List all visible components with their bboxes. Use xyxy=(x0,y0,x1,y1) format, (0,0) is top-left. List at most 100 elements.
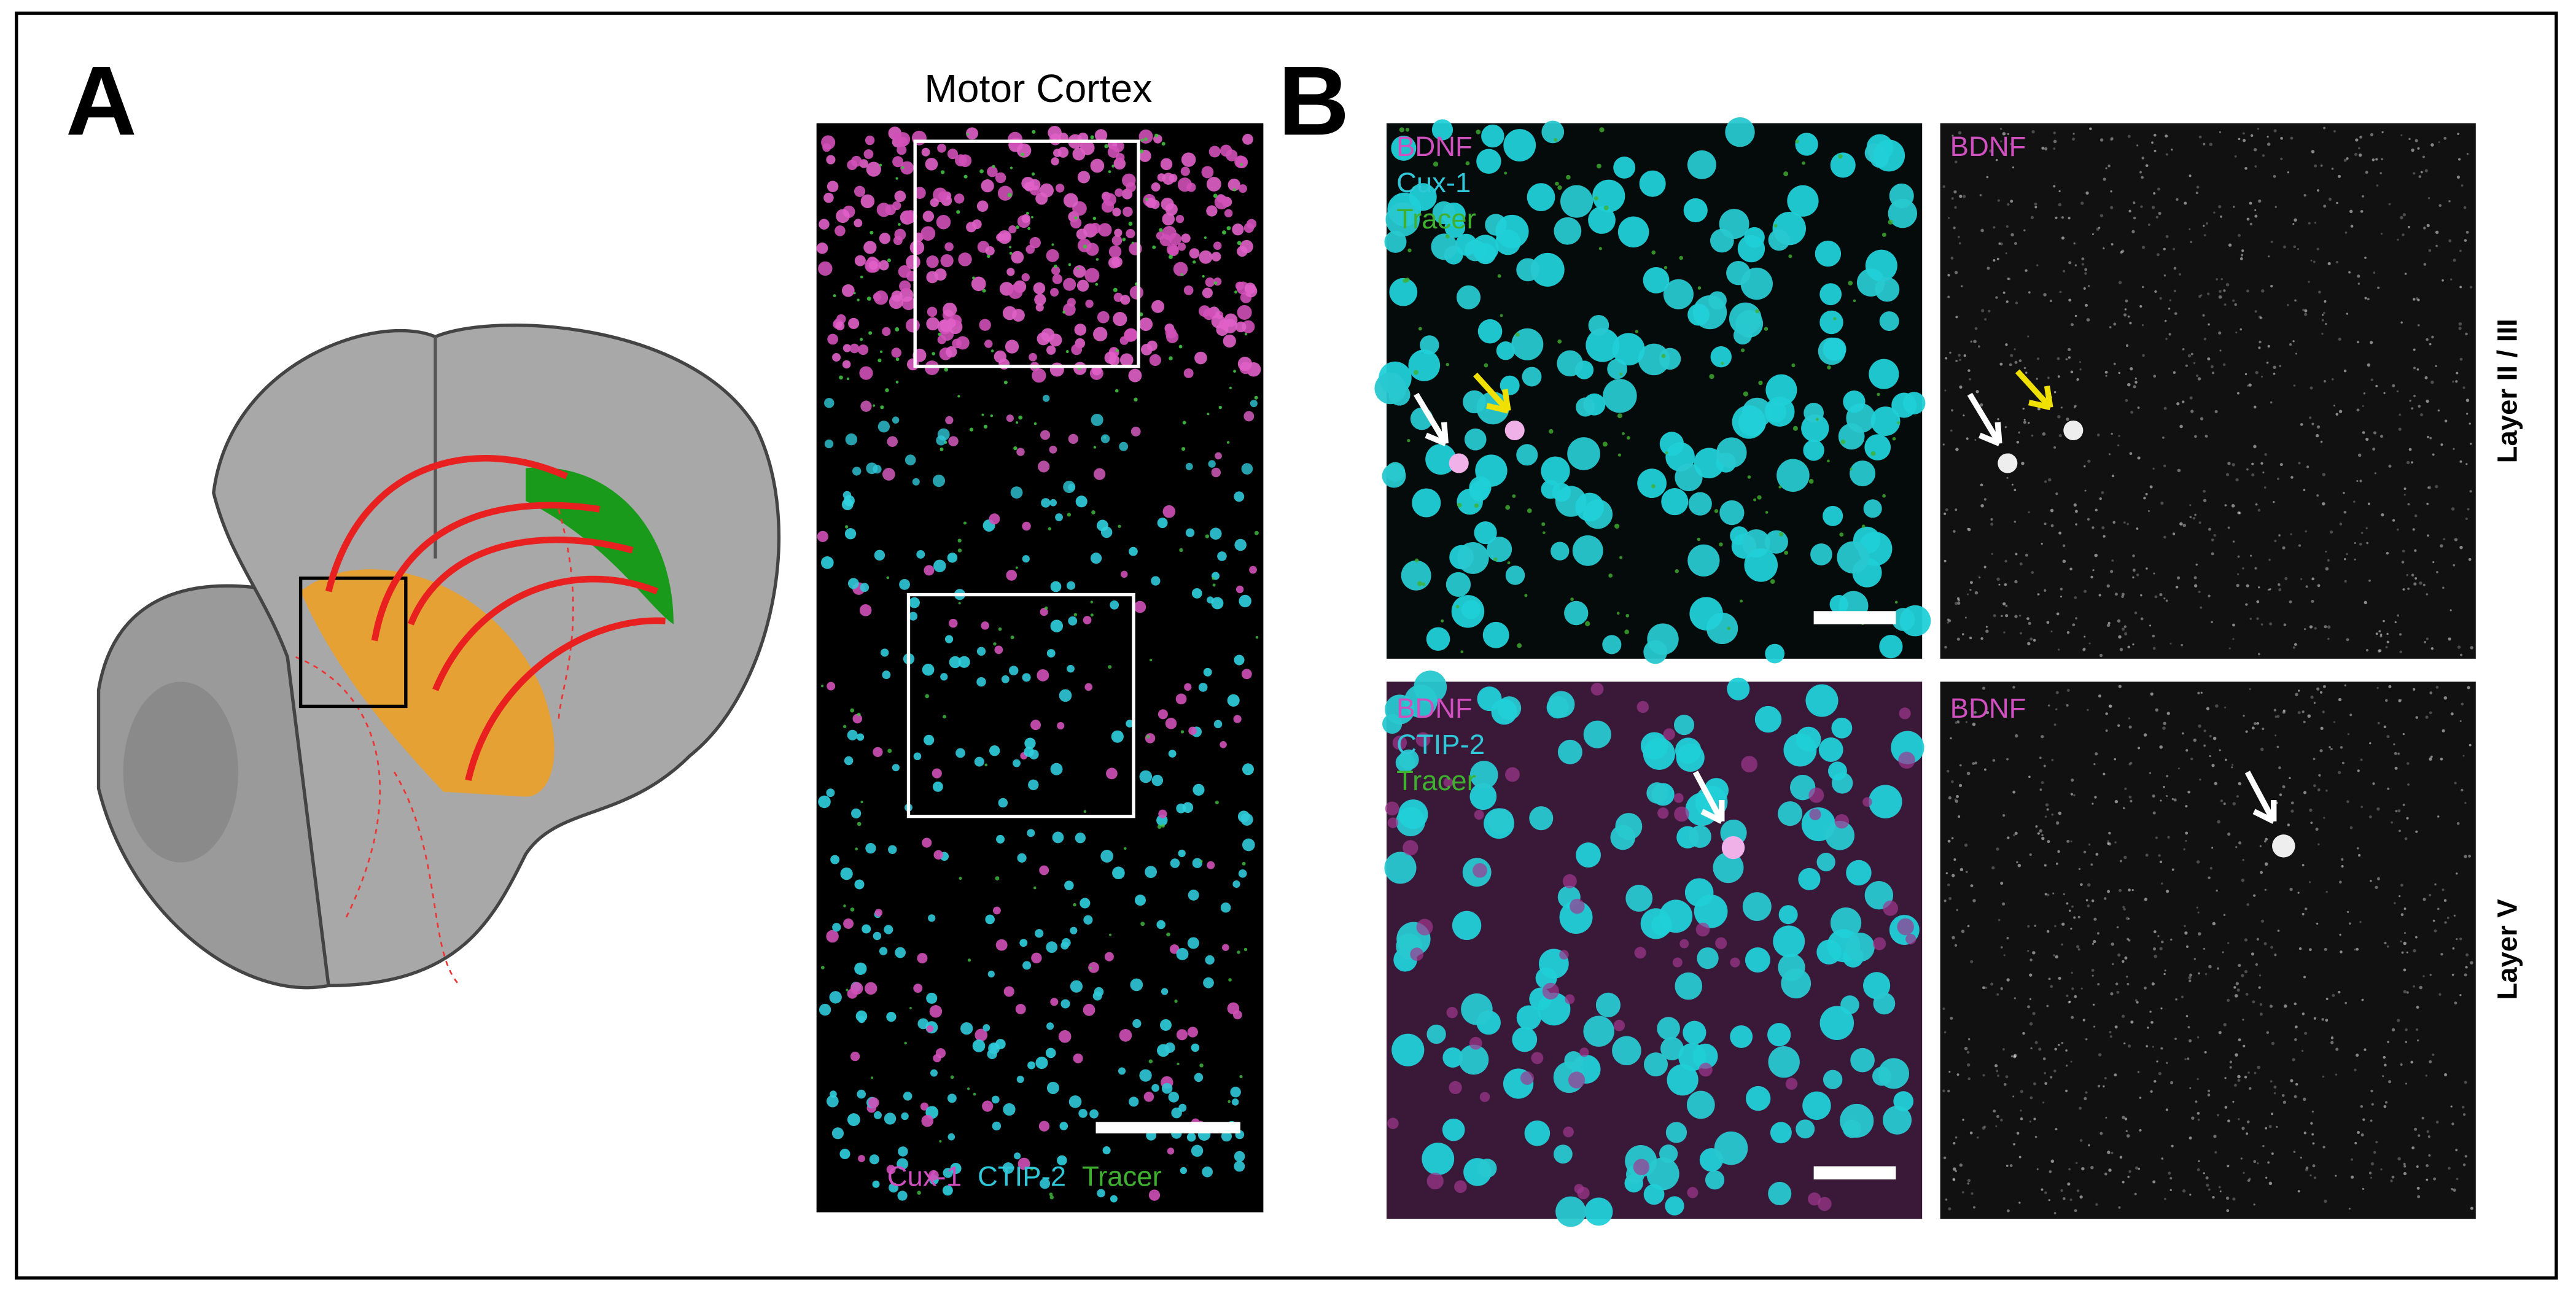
cell xyxy=(1553,1144,1573,1164)
cell xyxy=(1134,895,1146,906)
cell xyxy=(1660,1037,1684,1060)
cell xyxy=(2431,335,2434,339)
cell xyxy=(916,550,925,559)
cell xyxy=(1085,300,1094,308)
figure-border xyxy=(15,11,2558,1280)
cell xyxy=(950,1075,954,1079)
cell xyxy=(2087,883,2091,887)
cell xyxy=(2007,203,2010,206)
cell xyxy=(1238,184,1247,193)
cell xyxy=(2312,1164,2316,1168)
cell xyxy=(2055,821,2060,825)
cell xyxy=(1861,524,1866,529)
cell xyxy=(1115,153,1125,162)
cell xyxy=(1825,820,1855,850)
cell xyxy=(873,747,883,757)
cell xyxy=(1203,667,1212,677)
cell xyxy=(1672,957,1683,968)
cell xyxy=(2413,348,2416,351)
cell xyxy=(2203,499,2207,502)
cell xyxy=(2400,321,2403,324)
cell xyxy=(2244,1076,2247,1079)
cell xyxy=(2402,733,2405,736)
cell xyxy=(2116,990,2120,994)
cell xyxy=(1868,785,1902,818)
cell xyxy=(1119,353,1134,367)
cell xyxy=(1384,230,1407,253)
cell xyxy=(2313,260,2316,263)
cell xyxy=(2183,848,2185,850)
cell xyxy=(2154,1080,2157,1083)
cell xyxy=(1031,216,1033,219)
cell xyxy=(2123,625,2127,628)
cell xyxy=(2294,299,2297,302)
cell xyxy=(2262,1144,2265,1148)
cell xyxy=(1054,264,1057,268)
cell xyxy=(2141,324,2144,327)
cell xyxy=(2316,189,2319,192)
cell xyxy=(1238,869,1247,878)
cell xyxy=(957,395,960,398)
cell xyxy=(1613,1020,1625,1031)
cell xyxy=(2429,711,2432,715)
cell xyxy=(2273,175,2276,178)
cell xyxy=(2415,716,2418,719)
cell xyxy=(1955,602,1958,605)
cell xyxy=(1464,428,1487,451)
cell xyxy=(1151,774,1164,786)
cell xyxy=(1122,238,1126,241)
cell xyxy=(2357,1130,2360,1134)
cell xyxy=(2408,138,2411,141)
cell xyxy=(1019,939,1028,947)
cell xyxy=(2247,1071,2250,1074)
cell xyxy=(2139,305,2142,308)
cell xyxy=(948,618,958,628)
cell xyxy=(1730,1025,1753,1048)
cell xyxy=(966,127,978,140)
cell xyxy=(2177,468,2181,472)
cell xyxy=(2227,833,2231,836)
cell xyxy=(1955,1170,1958,1173)
arrow xyxy=(2244,771,2277,824)
cell xyxy=(1234,654,1245,666)
cell xyxy=(858,1155,865,1162)
cell xyxy=(1408,349,1441,381)
cell xyxy=(2317,584,2321,588)
cell xyxy=(2397,614,2400,617)
cell xyxy=(2075,1162,2078,1164)
cell xyxy=(2023,421,2026,424)
cell xyxy=(1612,333,1645,366)
cell xyxy=(2118,1206,2121,1209)
cell xyxy=(1512,1027,1538,1052)
cell xyxy=(2122,1181,2125,1184)
cell xyxy=(2356,1054,2359,1057)
arrow xyxy=(1692,771,1725,824)
cell xyxy=(2378,630,2381,633)
cell xyxy=(2400,699,2402,701)
cell xyxy=(2172,532,2176,535)
cell xyxy=(2277,583,2281,586)
cell xyxy=(1010,486,1023,499)
cell xyxy=(2134,999,2138,1002)
cell xyxy=(2260,747,2264,751)
cell xyxy=(944,242,954,252)
cell xyxy=(1962,1119,1964,1121)
cell xyxy=(927,306,938,317)
cell xyxy=(2444,1073,2448,1077)
cell xyxy=(992,1121,1002,1131)
cell xyxy=(1956,637,1960,641)
cell xyxy=(2302,1012,2305,1016)
cell xyxy=(2468,855,2472,858)
cell xyxy=(1815,240,1842,267)
cell xyxy=(1570,898,1585,914)
cell xyxy=(1231,1098,1239,1106)
cell xyxy=(940,170,945,174)
cell xyxy=(842,724,847,729)
cell xyxy=(1998,583,2001,586)
cell xyxy=(1576,842,1601,868)
cell xyxy=(1873,139,1905,172)
cell xyxy=(2189,174,2192,177)
cell xyxy=(2163,464,2166,467)
cell xyxy=(1006,414,1014,422)
cell xyxy=(1157,173,1166,182)
